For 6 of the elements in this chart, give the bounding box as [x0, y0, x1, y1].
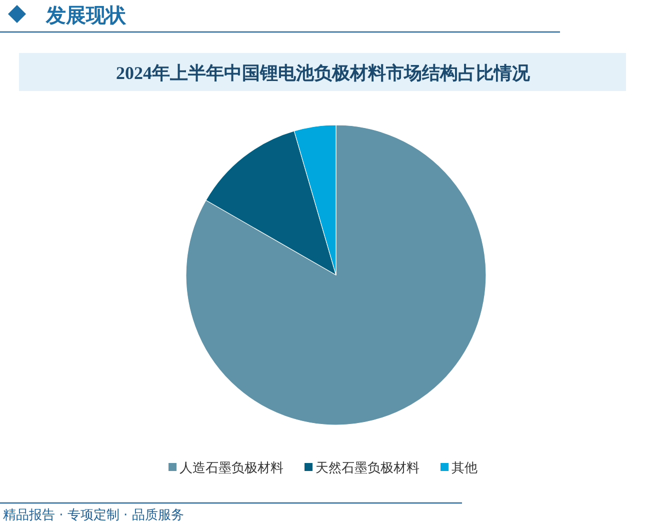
- chart-title: 2024年上半年中国锂电池负极材料市场结构占比情况: [116, 63, 531, 83]
- legend-label: 其他: [452, 461, 478, 476]
- text: 精品报告 · 专项定制 · 品质服务: [3, 508, 184, 523]
- text: 发展现状: [45, 3, 127, 27]
- legend-label: 人造石墨负极材料: [180, 461, 284, 476]
- legend-label: 天然石墨负极材料: [316, 461, 420, 476]
